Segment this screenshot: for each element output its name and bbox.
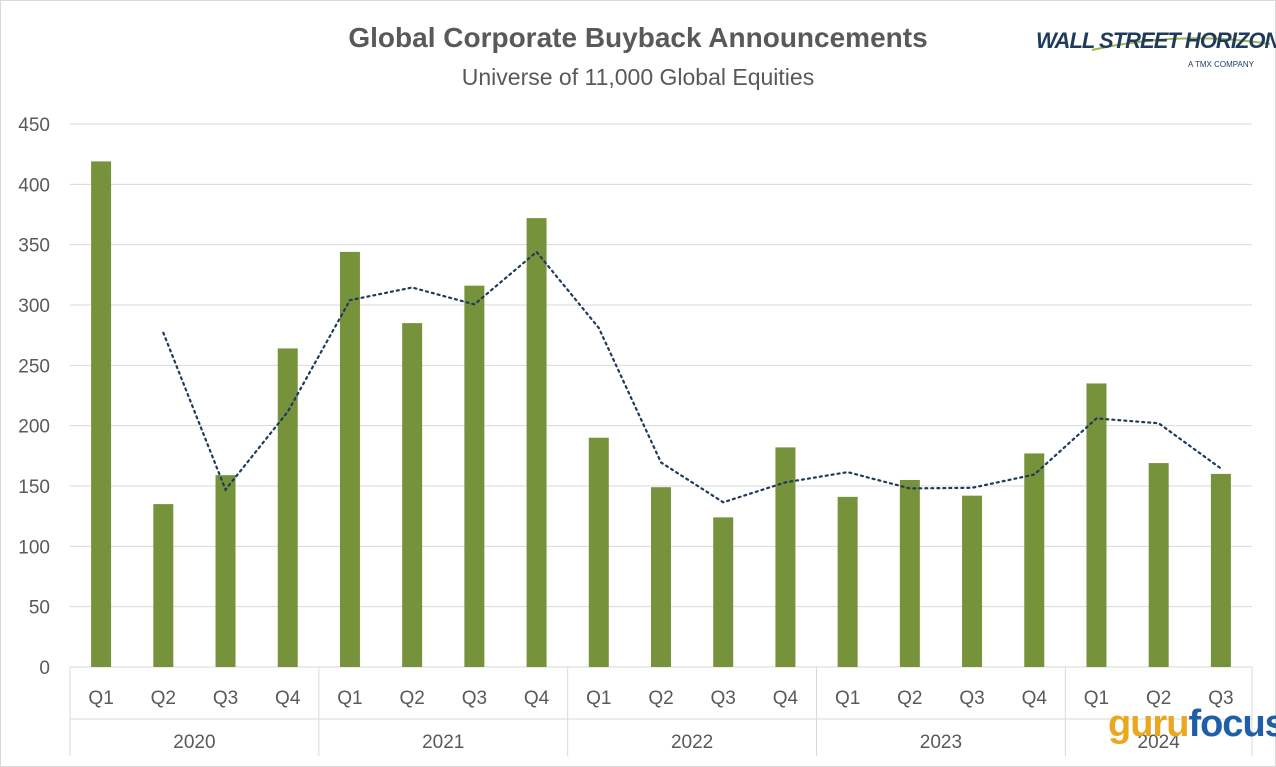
bar [526,218,547,667]
x-tick-label: Q4 [275,688,301,709]
bar [464,285,485,667]
bar [775,447,796,667]
x-tick-label: Q4 [773,688,799,709]
x-tick-label: Q3 [213,688,238,709]
y-tick-label: 400 [18,175,50,196]
y-tick-label: 300 [18,296,50,317]
trendline [162,250,1222,504]
logo-tagline: A TMX COMPANY [1188,60,1254,69]
bar [899,479,920,667]
x-tick-label: Q3 [711,688,736,709]
x-tick-label: Q1 [337,688,362,709]
bar [91,161,112,667]
x-tick-label: Q2 [648,688,673,709]
x-tick-label: Q3 [959,688,984,709]
bar [651,487,671,667]
bar [962,495,983,667]
chart-title: Global Corporate Buyback Announcements [348,22,928,53]
x-group-label: 2024 [1138,732,1181,753]
bar [588,437,609,667]
bar [1086,383,1107,667]
bar [1024,453,1045,667]
bar [402,323,423,667]
watermark-focus: focus [1188,703,1276,745]
bar [1210,473,1231,667]
x-group-label: 2023 [920,732,962,753]
logo-swoosh-icon [1091,37,1271,51]
bar [277,348,298,667]
x-tick-label: Q4 [1022,688,1048,709]
x-tick-label: Q2 [151,688,176,709]
x-tick-label: Q1 [1084,688,1109,709]
bar [837,496,858,667]
y-tick-label: 350 [18,236,50,257]
x-tick-label: Q1 [88,688,113,709]
watermark-guru: guru [1108,703,1189,745]
x-tick-label: Q3 [462,688,487,709]
logo-name: WALL STREET HORIZON [1036,28,1276,53]
bar [1148,463,1169,667]
x-tick-label: Q2 [897,688,922,709]
x-group-label: 2021 [422,732,464,753]
y-tick-label: 200 [18,417,50,438]
y-tick-label: 50 [29,598,50,619]
y-tick-label: 250 [18,356,50,377]
x-tick-label: Q3 [1208,688,1233,709]
x-tick-label: Q2 [399,688,424,709]
x-tick-label: Q4 [524,688,550,709]
y-tick-label: 100 [18,537,50,558]
bar [713,517,734,667]
x-tick-label: Q2 [1146,688,1171,709]
bar [339,251,360,667]
bar [153,504,174,667]
chart-subtitle: Universe of 11,000 Global Equities [461,64,815,90]
x-group-label: 2020 [173,732,215,753]
gurufocus-watermark: gurufocus [1108,703,1276,746]
x-tick-label: Q1 [835,688,860,709]
bar [215,475,236,667]
y-tick-label: 150 [18,477,50,498]
y-tick-label: 450 [18,115,50,136]
x-group-label: 2022 [671,732,713,753]
y-tick-label: 0 [39,658,50,679]
x-tick-label: Q1 [586,688,611,709]
wall-street-horizon-logo: WALL STREET HORIZON A TMX COMPANY [1032,28,1276,78]
